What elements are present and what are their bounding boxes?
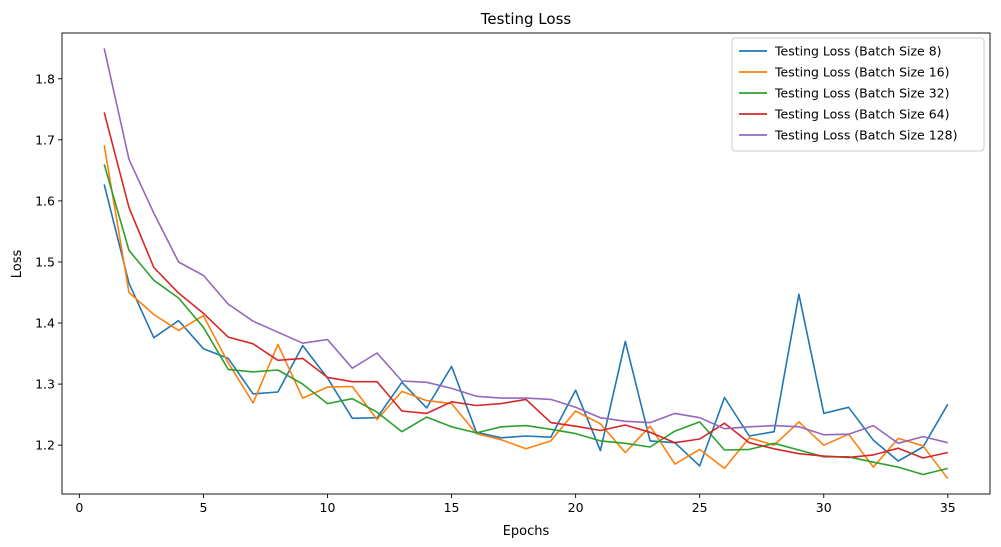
legend-box: [731, 37, 985, 152]
y-tick-label: 1.7: [35, 132, 55, 147]
series-line-1: [103, 184, 949, 467]
legend-label: Testing Loss (Batch Size 128): [774, 128, 957, 143]
chart-title: Testing Loss: [480, 10, 572, 28]
legend-label: Testing Loss (Batch Size 32): [774, 86, 950, 101]
series-line-2: [103, 145, 949, 480]
x-tick-label: 15: [444, 500, 460, 515]
y-tick-label: 1.2: [35, 438, 55, 453]
x-tick-label: 0: [75, 500, 83, 515]
x-axis-label: Epochs: [503, 524, 550, 539]
legend-label: Testing Loss (Batch Size 8): [774, 44, 942, 59]
x-tick-label: 35: [940, 500, 956, 515]
series-line-3: [103, 164, 948, 476]
y-tick-label: 1.3: [35, 377, 55, 392]
x-tick-label: 5: [199, 500, 207, 515]
x-tick-label: 10: [320, 500, 336, 515]
y-tick-label: 1.8: [35, 71, 55, 86]
legend: Testing Loss (Batch Size 8) Testing Loss …: [731, 37, 985, 152]
y-tick-label: 1.6: [35, 193, 55, 208]
y-axis-label: Loss: [10, 250, 25, 279]
series-line-4: [103, 112, 948, 459]
legend-label: Testing Loss (Batch Size 64): [774, 107, 950, 122]
x-tick-label: 30: [816, 500, 832, 515]
series-line-5: [103, 48, 948, 445]
y-tick-label: 1.4: [35, 316, 55, 331]
x-tick-label: 20: [568, 500, 584, 515]
y-tick-label: 1.5: [35, 254, 55, 269]
plot-frame: [61, 32, 991, 495]
legend-label: Testing Loss (Batch Size 16): [774, 65, 950, 80]
plot-area: 0 5 10 15 20 25 30 35 1.2 1.3 1.4 1.5 1.6 1.7 1.8: [35, 32, 991, 515]
x-tick-label: 25: [692, 500, 708, 515]
